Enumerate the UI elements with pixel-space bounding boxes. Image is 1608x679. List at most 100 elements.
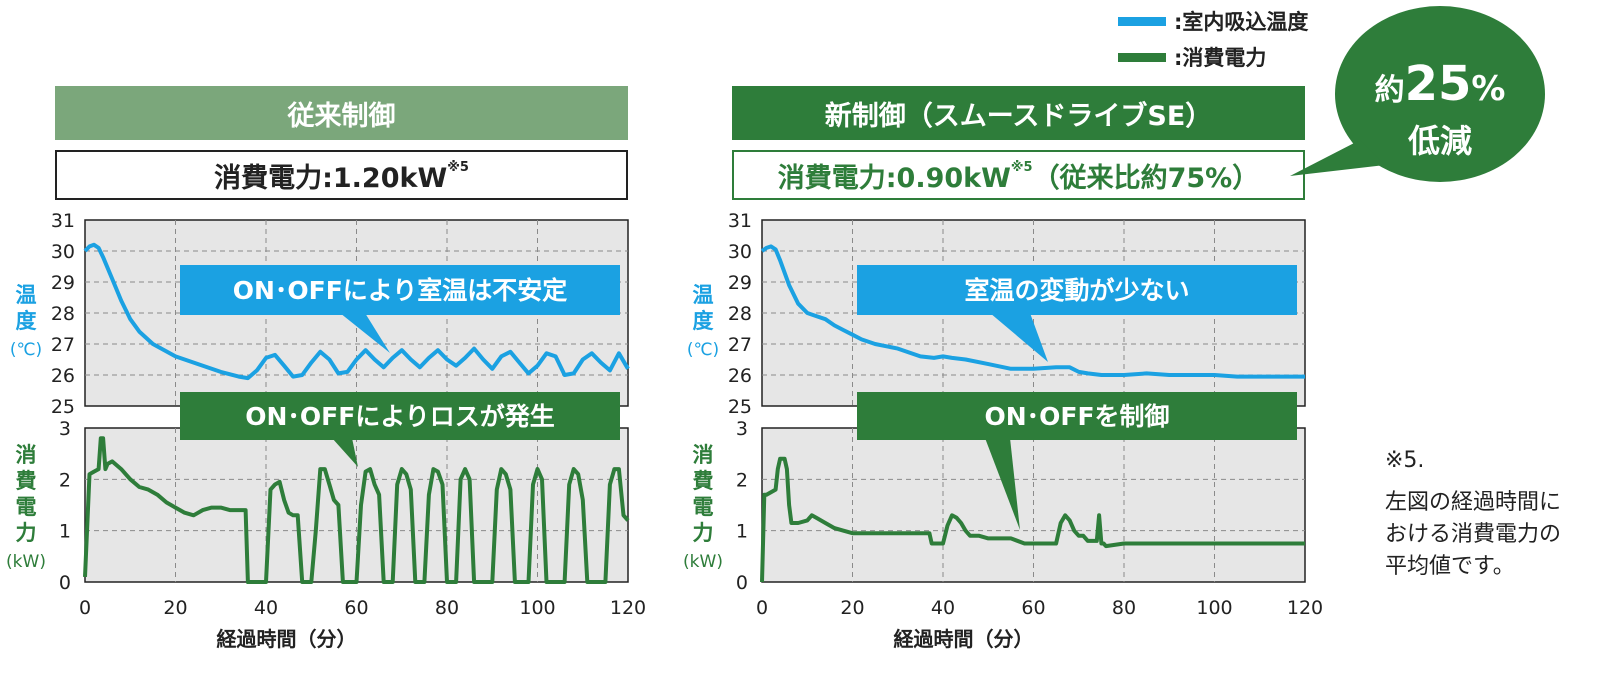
right-temp-tick-label: 25 xyxy=(728,396,752,418)
left-x-tick-label: 20 xyxy=(163,597,187,619)
right-panel-header: 新制御（スムースドライブSE） xyxy=(732,86,1305,140)
left-power-tick-label: 0 xyxy=(59,572,71,594)
right-power-axis-label-char: 電 xyxy=(693,495,714,519)
left-power-callout-box xyxy=(180,392,620,440)
right-power-note-mark: ※5 xyxy=(1010,159,1033,175)
right-x-tick-label: 60 xyxy=(1021,597,1045,619)
left-power-label: 消費電力:1.20kW xyxy=(214,162,448,194)
left-power-tick-label: 3 xyxy=(59,418,71,440)
right-x-tick-label: 100 xyxy=(1196,597,1232,619)
right-temp-axis-label-char: 温 xyxy=(693,283,714,307)
left-power-tick-label: 2 xyxy=(59,469,71,491)
left-power-callout-text: ON･OFFによりロスが発生 xyxy=(245,402,555,431)
left-power-axis-label-char: 力 xyxy=(16,521,37,545)
footnote: ※5. 左図の経過時間に おける消費電力の 平均値です。 xyxy=(1385,445,1561,583)
left-power-series-line xyxy=(83,436,630,584)
reduction-unit: % xyxy=(1471,69,1506,109)
right-x-tick-label: 20 xyxy=(840,597,864,619)
right-x-axis-label: 経過時間（分） xyxy=(894,627,1034,651)
left-x-tick-label: 100 xyxy=(519,597,555,619)
legend-power: :消費電力 xyxy=(1118,42,1266,72)
left-temp-series-line xyxy=(83,242,630,381)
left-power-axis-unit: (kW) xyxy=(6,552,46,572)
legend-power-label: :消費電力 xyxy=(1174,46,1267,70)
left-x-tick-label: 80 xyxy=(435,597,459,619)
left-temp-tick-label: 29 xyxy=(51,272,75,294)
right-power-tick-label: 1 xyxy=(736,521,748,543)
left-temp-tick-label: 27 xyxy=(51,334,75,356)
right-temp-tick-label: 29 xyxy=(728,272,752,294)
right-x-tick-label: 40 xyxy=(931,597,955,619)
right-temp-tick-label: 26 xyxy=(728,365,752,387)
right-temp-series-line xyxy=(760,244,1305,379)
left-temp-tick-label: 28 xyxy=(51,303,75,325)
right-power-tick-label: 3 xyxy=(736,418,748,440)
right-temp-tick-label: 28 xyxy=(728,303,752,325)
reduction-value: 25 xyxy=(1404,56,1472,112)
reduction-prefix: 約 xyxy=(1374,73,1405,108)
right-power-callout-pointer xyxy=(985,438,1020,530)
right-temp-axis-unit: (℃) xyxy=(687,340,719,360)
left-power-callout-pointer xyxy=(332,438,358,467)
right-power-tick-label: 2 xyxy=(736,469,748,491)
right-power-axis-label-char: 消 xyxy=(693,443,714,467)
right-power-tick-label: 0 xyxy=(736,572,748,594)
left-x-tick-label: 0 xyxy=(79,597,91,619)
left-power-axis-label-char: 消 xyxy=(16,443,37,467)
left-temp-callout-text: ON･OFFにより室温は不安定 xyxy=(233,276,568,305)
left-temp-tick-label: 30 xyxy=(51,241,75,263)
legend-temp-label: :室内吸込温度 xyxy=(1174,10,1309,34)
legend-temp: :室内吸込温度 xyxy=(1118,6,1308,36)
left-temp-tick-label: 26 xyxy=(51,365,75,387)
right-power-label: 消費電力:0.90kW xyxy=(777,162,1011,194)
right-power-callout-text: ON･OFFを制御 xyxy=(984,402,1169,431)
left-power-tick-label: 1 xyxy=(59,521,71,543)
left-temp-tick-label: 31 xyxy=(51,210,75,232)
footnote-mark: ※5. xyxy=(1385,448,1425,473)
right-power-callout-box xyxy=(857,392,1297,440)
footnote-line-3: 平均値です。 xyxy=(1385,554,1515,579)
reduction-bubble xyxy=(1290,6,1545,182)
right-x-tick-label: 120 xyxy=(1287,597,1323,619)
right-temp-tick-label: 27 xyxy=(728,334,752,356)
legend-power-swatch xyxy=(1118,52,1166,62)
right-temp-callout-box xyxy=(857,265,1297,315)
left-power-axis-label-char: 電 xyxy=(16,495,37,519)
left-power-box: 消費電力:1.20kW ※5 xyxy=(55,150,628,200)
right-power-box: 消費電力:0.90kW ※5 （従来比約75%） xyxy=(732,150,1305,200)
left-x-tick-label: 40 xyxy=(254,597,278,619)
footnote-line-2: おける消費電力の xyxy=(1385,522,1562,547)
left-power-axis-label-char: 費 xyxy=(16,469,37,493)
reduction-bubble-shape xyxy=(1335,6,1545,182)
left-x-tick-label: 60 xyxy=(344,597,368,619)
left-temp-axis-label-char: 温 xyxy=(16,283,37,307)
left-panel-header: 従来制御 xyxy=(55,86,628,140)
reduction-line1: 約25% xyxy=(1345,58,1535,121)
right-power-axis-unit: (kW) xyxy=(683,552,723,572)
left-temp-axis-label-char: 度 xyxy=(16,309,37,333)
right-power-suffix: （従来比約75%） xyxy=(1032,162,1260,194)
right-power-axis-label-char: 力 xyxy=(693,521,714,545)
left-temp-callout-pointer xyxy=(340,313,390,353)
reduction-bubble-tail xyxy=(1290,140,1385,176)
left-temp-axis-unit: (℃) xyxy=(10,340,42,360)
left-x-axis-label: 経過時間（分） xyxy=(217,627,357,651)
reduction-bubble-text: 約25% 低減 xyxy=(1345,58,1535,161)
footnote-line-1: 左図の経過時間に xyxy=(1385,490,1562,515)
legend-temp-swatch xyxy=(1118,16,1166,26)
right-temp-axis-label-char: 度 xyxy=(693,309,714,333)
right-temp-callout-pointer xyxy=(990,313,1048,362)
left-temp-tick-label: 25 xyxy=(51,396,75,418)
right-x-tick-label: 80 xyxy=(1112,597,1136,619)
left-power-note-mark: ※5 xyxy=(447,159,469,175)
left-temp-callout-box xyxy=(180,265,620,315)
right-temp-tick-label: 30 xyxy=(728,241,752,263)
right-power-series-line xyxy=(760,456,1305,583)
left-x-tick-label: 120 xyxy=(610,597,646,619)
right-power-axis-label-char: 費 xyxy=(693,469,714,493)
reduction-line2: 低減 xyxy=(1407,122,1472,160)
right-temp-tick-label: 31 xyxy=(728,210,752,232)
right-x-tick-label: 0 xyxy=(756,597,768,619)
right-temp-callout-text: 室温の変動が少ない xyxy=(964,276,1189,305)
